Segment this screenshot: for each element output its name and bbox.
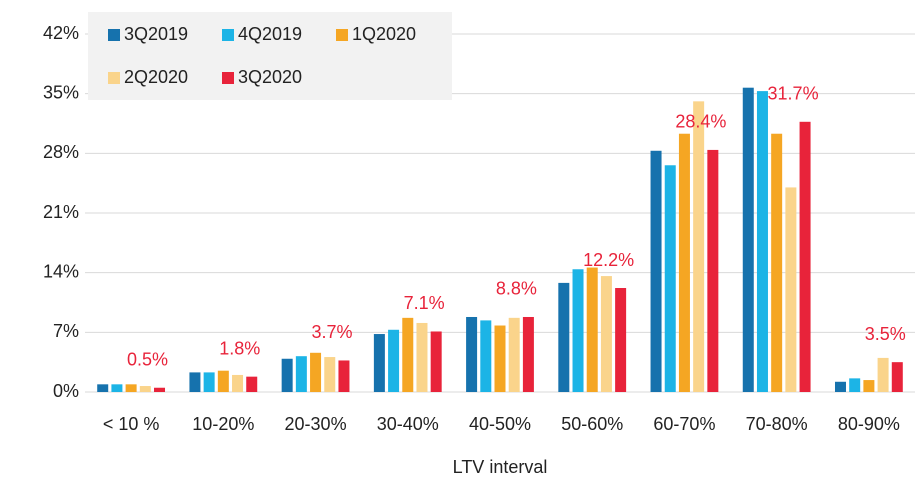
- bar: [295, 356, 307, 392]
- legend-label: 4Q2019: [238, 24, 302, 44]
- legend-swatch: [222, 29, 234, 41]
- bar: [203, 372, 215, 392]
- x-tick-label: 70-80%: [746, 414, 808, 434]
- bar: [154, 387, 166, 392]
- bar: [125, 384, 137, 392]
- legend-label: 3Q2019: [124, 24, 188, 44]
- x-tick-label: 80-90%: [838, 414, 900, 434]
- legend: 3Q2019 4Q2019 1Q2020 2Q2020 3Q2020: [88, 12, 452, 100]
- data-label: 1.8%: [219, 338, 260, 358]
- bar: [707, 149, 719, 392]
- bar: [416, 322, 428, 392]
- data-label: 28.4%: [675, 112, 726, 132]
- bar: [281, 358, 293, 392]
- x-tick-label: 30-40%: [377, 414, 439, 434]
- bar: [863, 380, 875, 392]
- y-tick-label: 7%: [53, 321, 79, 341]
- bar: [558, 282, 570, 392]
- bar: [373, 334, 385, 392]
- bar: [785, 187, 797, 392]
- y-tick-label: 35%: [43, 82, 79, 102]
- bar: [310, 352, 322, 392]
- data-label: 3.7%: [311, 322, 352, 342]
- bar: [494, 325, 506, 392]
- bar: [756, 91, 768, 392]
- legend-box: [88, 12, 452, 100]
- x-tick-label: 50-60%: [561, 414, 623, 434]
- legend-swatch: [222, 72, 234, 84]
- x-tick-label: 20-30%: [285, 414, 347, 434]
- bar: [891, 362, 903, 392]
- bar: [388, 329, 400, 392]
- data-label: 12.2%: [583, 250, 634, 270]
- bar: [771, 133, 783, 392]
- x-tick-label: < 10 %: [103, 414, 160, 434]
- bar: [678, 133, 690, 392]
- bar: [246, 376, 258, 392]
- x-tick-label: 10-20%: [192, 414, 254, 434]
- data-label: 7.1%: [404, 293, 445, 313]
- y-tick-label: 28%: [43, 142, 79, 162]
- data-label: 8.8%: [496, 279, 537, 299]
- data-label: 0.5%: [127, 349, 168, 369]
- legend-label: 3Q2020: [238, 67, 302, 87]
- bar: [430, 331, 442, 392]
- bar: [111, 384, 123, 392]
- x-tick-label: 40-50%: [469, 414, 531, 434]
- bar: [586, 267, 598, 392]
- y-tick-label: 42%: [43, 23, 79, 43]
- bar: [849, 378, 861, 392]
- legend-swatch: [108, 29, 120, 41]
- y-tick-label: 14%: [43, 261, 79, 281]
- data-label: 3.5%: [865, 324, 906, 344]
- y-tick-label: 0%: [53, 381, 79, 401]
- bar: [232, 374, 244, 392]
- bar: [693, 101, 705, 392]
- y-tick-label: 21%: [43, 202, 79, 222]
- x-axis-label: LTV interval: [453, 457, 548, 477]
- bar: [600, 276, 612, 392]
- x-tick-label: 60-70%: [653, 414, 715, 434]
- data-label: 31.7%: [768, 84, 819, 104]
- bar: [522, 316, 534, 392]
- bar: [664, 165, 676, 392]
- bar: [508, 317, 520, 392]
- bar: [324, 357, 336, 392]
- bar: [615, 288, 627, 392]
- bar: [466, 316, 478, 392]
- bar: [572, 269, 584, 392]
- bar: [834, 381, 846, 392]
- legend-swatch: [336, 29, 348, 41]
- bar: [877, 357, 889, 392]
- bar: [97, 384, 109, 392]
- bar: [799, 121, 811, 393]
- bar: [139, 386, 151, 392]
- bar: [402, 317, 414, 392]
- legend-label: 2Q2020: [124, 67, 188, 87]
- bar: [742, 87, 754, 392]
- legend-label: 1Q2020: [352, 24, 416, 44]
- bar: [650, 150, 662, 392]
- legend-swatch: [108, 72, 120, 84]
- bar: [338, 360, 350, 392]
- bar: [480, 320, 492, 392]
- bar: [217, 370, 229, 392]
- bar: [189, 372, 201, 392]
